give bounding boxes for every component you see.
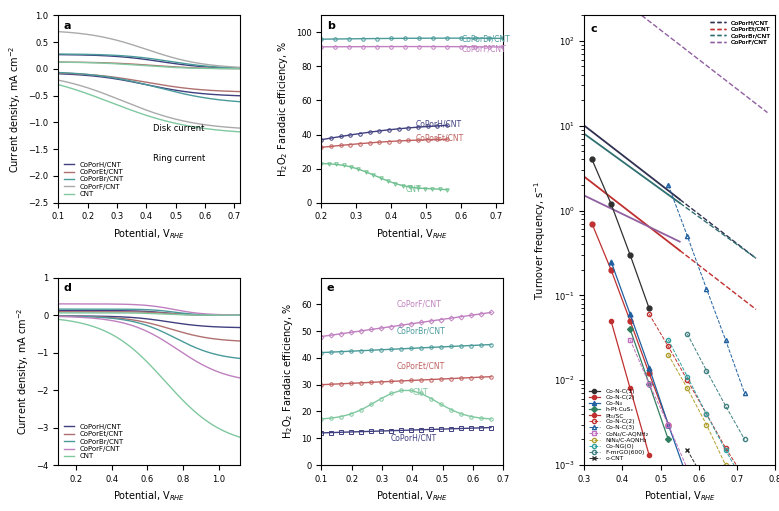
X-axis label: Potential, V$_{RHE}$: Potential, V$_{RHE}$ xyxy=(113,490,185,503)
Text: CNT: CNT xyxy=(412,388,428,397)
Legend: CoPorH/CNT, CoPorEt/CNT, CoPorBr/CNT, CoPorF/CNT, CNT: CoPorH/CNT, CoPorEt/CNT, CoPorBr/CNT, Co… xyxy=(62,422,126,461)
X-axis label: Potential, V$_{RHE}$: Potential, V$_{RHE}$ xyxy=(376,227,448,241)
Y-axis label: Current density, mA cm$^{-2}$: Current density, mA cm$^{-2}$ xyxy=(7,45,23,173)
X-axis label: Potential, V$_{RHE}$: Potential, V$_{RHE}$ xyxy=(376,490,448,503)
Text: CoPorBr/CNT: CoPorBr/CNT xyxy=(397,327,446,336)
Y-axis label: H$_2$O$_2$ Faradaic efficiency, %: H$_2$O$_2$ Faradaic efficiency, % xyxy=(281,303,295,439)
Text: CoPorH/CNT: CoPorH/CNT xyxy=(416,120,462,129)
Text: Disk current: Disk current xyxy=(153,125,204,133)
X-axis label: Potential, V$_{RHE}$: Potential, V$_{RHE}$ xyxy=(643,490,716,503)
Text: CoPorF/CNT: CoPorF/CNT xyxy=(397,300,442,309)
X-axis label: Potential, V$_{RHE}$: Potential, V$_{RHE}$ xyxy=(113,227,185,241)
Text: CoPorEt/CNT: CoPorEt/CNT xyxy=(416,133,464,143)
Text: CNT: CNT xyxy=(405,184,421,194)
Text: Ring current: Ring current xyxy=(153,154,205,164)
Text: e: e xyxy=(327,283,334,293)
Text: CoPorEt/CNT: CoPorEt/CNT xyxy=(397,361,446,370)
Text: b: b xyxy=(327,21,335,31)
Y-axis label: Current density, mA cm$^{-2}$: Current density, mA cm$^{-2}$ xyxy=(15,308,31,435)
Legend: Co-N-C(1), Co-N-C(2), Co-N₄, h-Pt·CuSₓ, Pt₀/SC, Co-N-C(2), Co-N-C(3), CoN₄/C-AQN: Co-N-C(1), Co-N-C(2), Co-N₄, h-Pt·CuSₓ, … xyxy=(587,388,650,462)
Text: c: c xyxy=(590,25,597,34)
Text: CoPorF/CNT: CoPorF/CNT xyxy=(461,45,506,54)
Y-axis label: Turnover frequency, s$^{-1}$: Turnover frequency, s$^{-1}$ xyxy=(532,181,548,299)
Text: CoPorBr/CNT: CoPorBr/CNT xyxy=(461,35,510,43)
Text: d: d xyxy=(64,283,72,293)
Text: CoPorH/CNT: CoPorH/CNT xyxy=(391,434,437,443)
Text: a: a xyxy=(64,21,72,31)
Legend: CoPorH/CNT, CoPorEt/CNT, CoPorBr/CNT, CoPorF/CNT, CNT: CoPorH/CNT, CoPorEt/CNT, CoPorBr/CNT, Co… xyxy=(62,159,126,199)
Y-axis label: H$_2$O$_2$ Faradaic efficiency, %: H$_2$O$_2$ Faradaic efficiency, % xyxy=(277,41,291,177)
